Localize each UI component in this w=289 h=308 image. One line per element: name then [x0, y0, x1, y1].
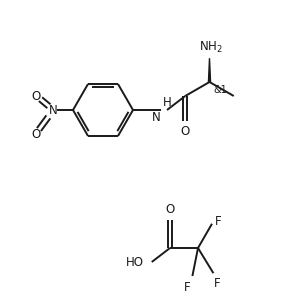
Text: F: F [214, 277, 221, 290]
Polygon shape [208, 58, 211, 82]
Text: HO: HO [126, 257, 144, 270]
Text: O: O [31, 90, 40, 103]
Text: &1: &1 [214, 85, 227, 95]
Text: O: O [181, 125, 190, 138]
Text: N: N [152, 111, 161, 124]
Text: O: O [31, 128, 40, 141]
Text: NH$_2$: NH$_2$ [199, 40, 223, 55]
Text: O: O [165, 203, 175, 216]
Text: F: F [184, 281, 191, 294]
Text: N: N [49, 103, 58, 116]
Text: H: H [163, 96, 172, 109]
Text: F: F [215, 215, 222, 228]
